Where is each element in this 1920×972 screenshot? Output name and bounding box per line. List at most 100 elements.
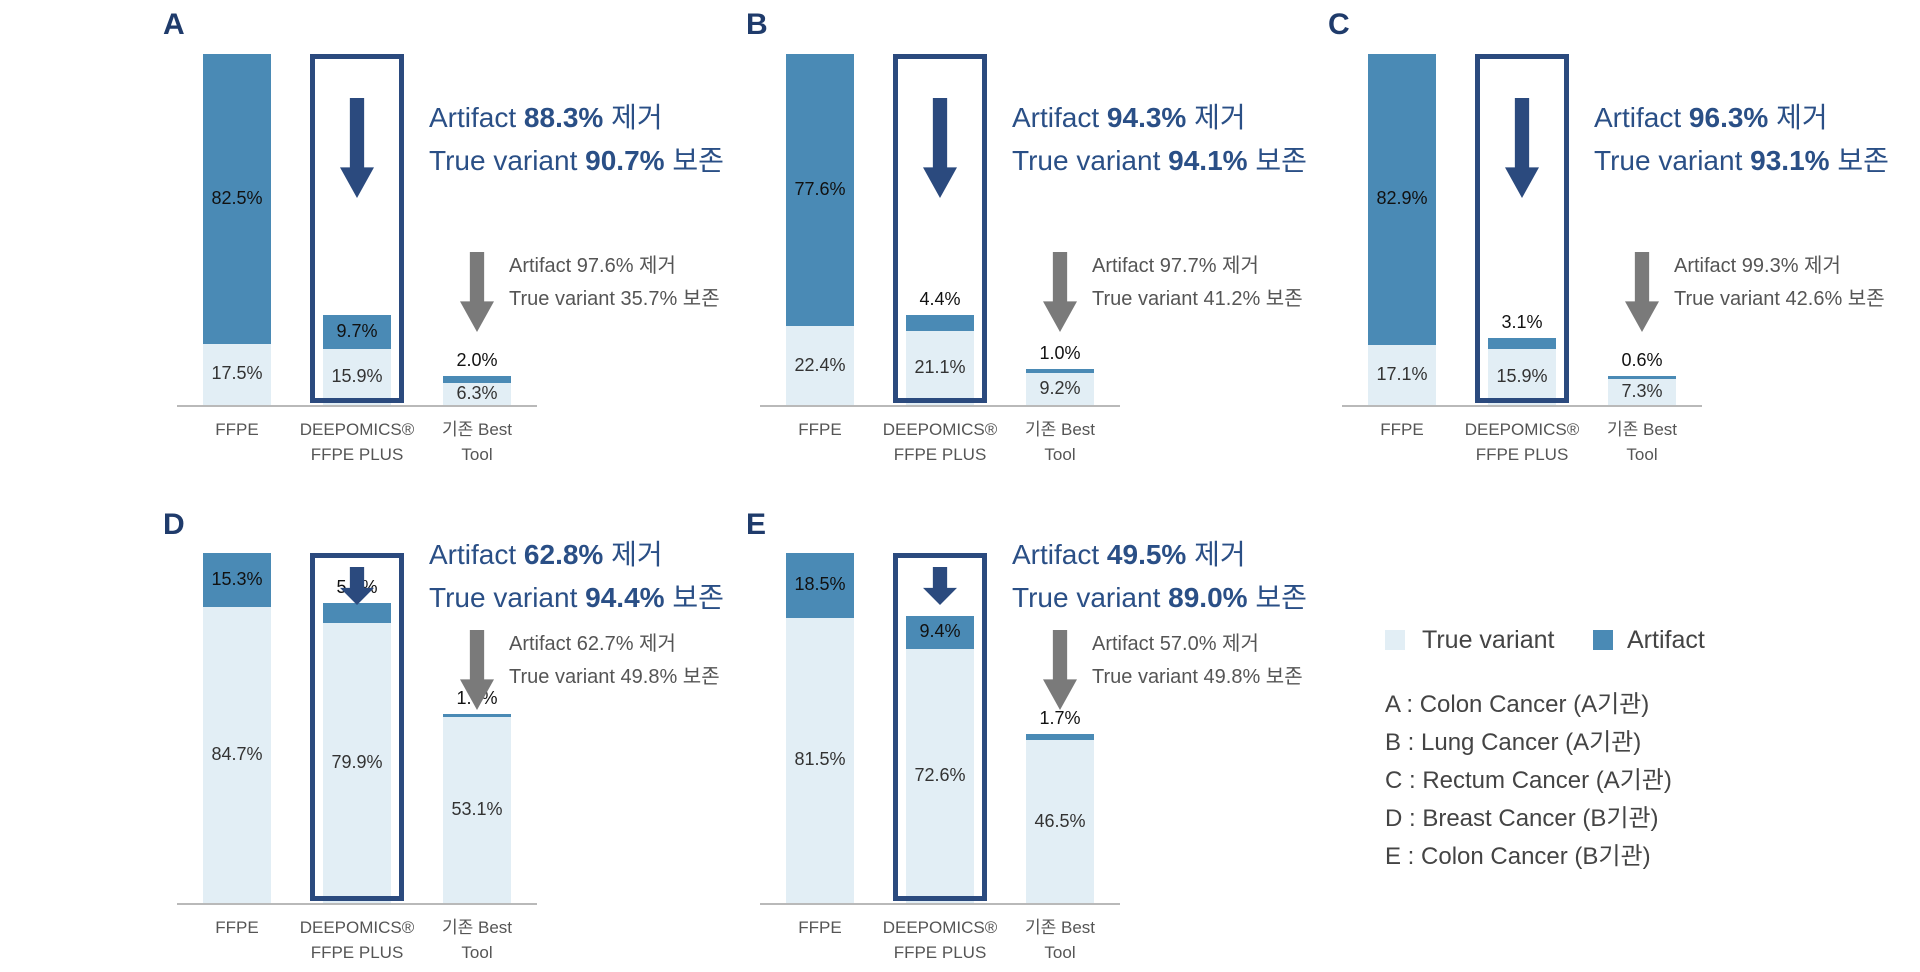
x-tick-label-line: 기존 Best bbox=[441, 420, 513, 439]
best-tool-true-variant-line: True variant 49.8% 보존 bbox=[1092, 666, 1303, 688]
x-tick-label-line: DEEPOMICS® bbox=[882, 918, 998, 937]
annotation-artifact-line: Artifact 96.3% 제거 bbox=[1594, 102, 1828, 133]
annotation-best-tool: Artifact 57.0% 제거 True variant 49.8% 보존 bbox=[1092, 628, 1303, 694]
x-tick-label: FFPE bbox=[750, 417, 890, 442]
panel-note-a: A : Colon Cancer (A기관) bbox=[1385, 691, 1650, 718]
annotation-best-tool: Artifact 97.7% 제거 True variant 41.2% 보존 bbox=[1092, 250, 1303, 316]
legend-label-artifact: Artifact bbox=[1627, 626, 1705, 654]
x-tick-label-line: FFPE bbox=[798, 918, 842, 937]
x-tick-label-line: FFPE PLUS bbox=[310, 445, 404, 464]
data-label-true-variant: 9.2% bbox=[1039, 377, 1081, 398]
bar-true-variant bbox=[906, 330, 974, 405]
bar-true-variant bbox=[203, 606, 271, 903]
annotation-deepomics: Artifact 96.3% 제거 True variant 93.1% 보존 bbox=[1594, 96, 1889, 182]
best-tool-artifact-line: Artifact 62.7% 제거 bbox=[509, 633, 676, 655]
data-label-true-variant: 46.5% bbox=[1034, 810, 1086, 831]
data-label-true-variant: 72.6% bbox=[914, 764, 966, 785]
x-tick-label-line: FFPE PLUS bbox=[893, 943, 987, 962]
down-arrow-icon bbox=[1625, 252, 1659, 332]
x-tick-label: 기존 Best Tool bbox=[990, 915, 1130, 965]
data-label-true-variant: 15.9% bbox=[331, 366, 383, 387]
legend-swatch-artifact bbox=[1593, 630, 1613, 650]
panel-label-a: A bbox=[163, 8, 185, 41]
highlight-box-deepomics bbox=[310, 54, 404, 403]
x-tick-label: FFPE bbox=[750, 915, 890, 940]
x-axis-line bbox=[760, 903, 1120, 905]
x-tick-label-line: FFPE bbox=[215, 918, 259, 937]
x-tick-label-line: Tool bbox=[1044, 445, 1076, 464]
best-tool-true-variant-line: True variant 49.8% 보존 bbox=[509, 666, 720, 688]
x-tick-label: 기존 Best Tool bbox=[407, 915, 547, 965]
best-tool-true-variant-line: True variant 41.2% 보존 bbox=[1092, 288, 1303, 310]
annotation-best-tool: Artifact 62.7% 제거 True variant 49.8% 보존 bbox=[509, 628, 720, 694]
x-tick-label: DEEPOMICS® FFPE PLUS bbox=[1452, 417, 1592, 467]
x-tick-label: DEEPOMICS® FFPE PLUS bbox=[870, 915, 1010, 965]
annotation-deepomics: Artifact 88.3% 제거 True variant 90.7% 보존 bbox=[429, 96, 724, 182]
annotation-true-variant-line: True variant 94.1% 보존 bbox=[1012, 145, 1307, 176]
panel-note-e: E : Colon Cancer (B기관) bbox=[1385, 843, 1651, 870]
data-label-artifact: 82.9% bbox=[1376, 188, 1428, 209]
annotation-true-variant-line: True variant 94.4% 보존 bbox=[429, 582, 724, 613]
data-label-artifact: 15.3% bbox=[211, 568, 263, 589]
data-label-artifact: 4.4% bbox=[919, 289, 961, 310]
annotation-artifact-line: Artifact 94.3% 제거 bbox=[1012, 102, 1246, 133]
bar-true-variant bbox=[1026, 372, 1094, 405]
x-tick-label-line: Tool bbox=[461, 445, 493, 464]
panel-note-b: B : Lung Cancer (A기관) bbox=[1385, 729, 1642, 756]
data-label-true-variant: 53.1% bbox=[451, 799, 503, 820]
x-tick-label: FFPE bbox=[167, 417, 307, 442]
bar-true-variant bbox=[443, 717, 511, 903]
x-tick-label: DEEPOMICS® FFPE PLUS bbox=[870, 417, 1010, 467]
panel-label-d: D bbox=[163, 508, 185, 541]
x-tick-label-line: 기존 Best bbox=[1606, 420, 1678, 439]
data-label-true-variant: 79.9% bbox=[331, 752, 383, 773]
x-tick-label-line: FFPE PLUS bbox=[893, 445, 987, 464]
bar-artifact bbox=[443, 713, 511, 718]
down-arrow-icon bbox=[923, 567, 957, 605]
down-arrow-icon bbox=[923, 98, 957, 198]
x-axis-line bbox=[760, 405, 1120, 407]
x-tick-label: 기존 Best Tool bbox=[1572, 417, 1712, 467]
x-tick-label-line: 기존 Best bbox=[1024, 420, 1096, 439]
data-label-true-variant: 17.1% bbox=[1376, 363, 1428, 384]
data-label-true-variant: 17.5% bbox=[211, 363, 263, 384]
data-label-artifact: 9.4% bbox=[919, 621, 961, 642]
bar-artifact bbox=[203, 54, 271, 344]
bar-artifact bbox=[1608, 376, 1676, 380]
data-label-artifact: 18.5% bbox=[794, 574, 846, 595]
x-tick-label-line: 기존 Best bbox=[441, 918, 513, 937]
data-label-true-variant: 15.9% bbox=[1496, 366, 1548, 387]
bar-true-variant bbox=[906, 648, 974, 903]
x-tick-label-line: FFPE bbox=[798, 420, 842, 439]
x-tick-label: 기존 Best Tool bbox=[407, 417, 547, 467]
down-arrow-icon bbox=[1505, 98, 1539, 198]
best-tool-true-variant-line: True variant 35.7% 보존 bbox=[509, 288, 720, 310]
panel-label-b: B bbox=[746, 8, 768, 41]
bar-true-variant bbox=[323, 349, 391, 405]
bar-artifact bbox=[786, 54, 854, 327]
annotation-deepomics: Artifact 49.5% 제거 True variant 89.0% 보존 bbox=[1012, 533, 1307, 619]
x-tick-label-line: FFPE PLUS bbox=[310, 943, 404, 962]
data-label-artifact: 1.0% bbox=[1039, 343, 1081, 364]
x-tick-label-line: DEEPOMICS® bbox=[299, 918, 415, 937]
data-label-artifact: 77.6% bbox=[794, 179, 846, 200]
bar-artifact bbox=[1488, 338, 1556, 350]
highlight-box-deepomics bbox=[310, 553, 404, 901]
x-tick-label: FFPE bbox=[1332, 417, 1472, 442]
x-tick-label: 기존 Best Tool bbox=[990, 417, 1130, 467]
bar-artifact bbox=[906, 315, 974, 331]
bar-true-variant bbox=[203, 343, 271, 405]
bar-true-variant bbox=[1368, 344, 1436, 405]
legend-label-true-variant: True variant bbox=[1422, 626, 1555, 654]
bar-true-variant bbox=[323, 623, 391, 903]
highlight-box-deepomics bbox=[893, 553, 987, 901]
highlight-box-deepomics bbox=[1475, 54, 1569, 403]
annotation-artifact-line: Artifact 88.3% 제거 bbox=[429, 102, 663, 133]
annotation-artifact-line: Artifact 49.5% 제거 bbox=[1012, 539, 1246, 570]
panel-note-c: C : Rectum Cancer (A기관) bbox=[1385, 767, 1672, 794]
x-tick-label-line: 기존 Best bbox=[1024, 918, 1096, 937]
annotation-best-tool: Artifact 97.6% 제거 True variant 35.7% 보존 bbox=[509, 250, 720, 316]
data-label-artifact: 1.7% bbox=[1039, 708, 1081, 729]
panel-label-e: E bbox=[746, 508, 767, 541]
